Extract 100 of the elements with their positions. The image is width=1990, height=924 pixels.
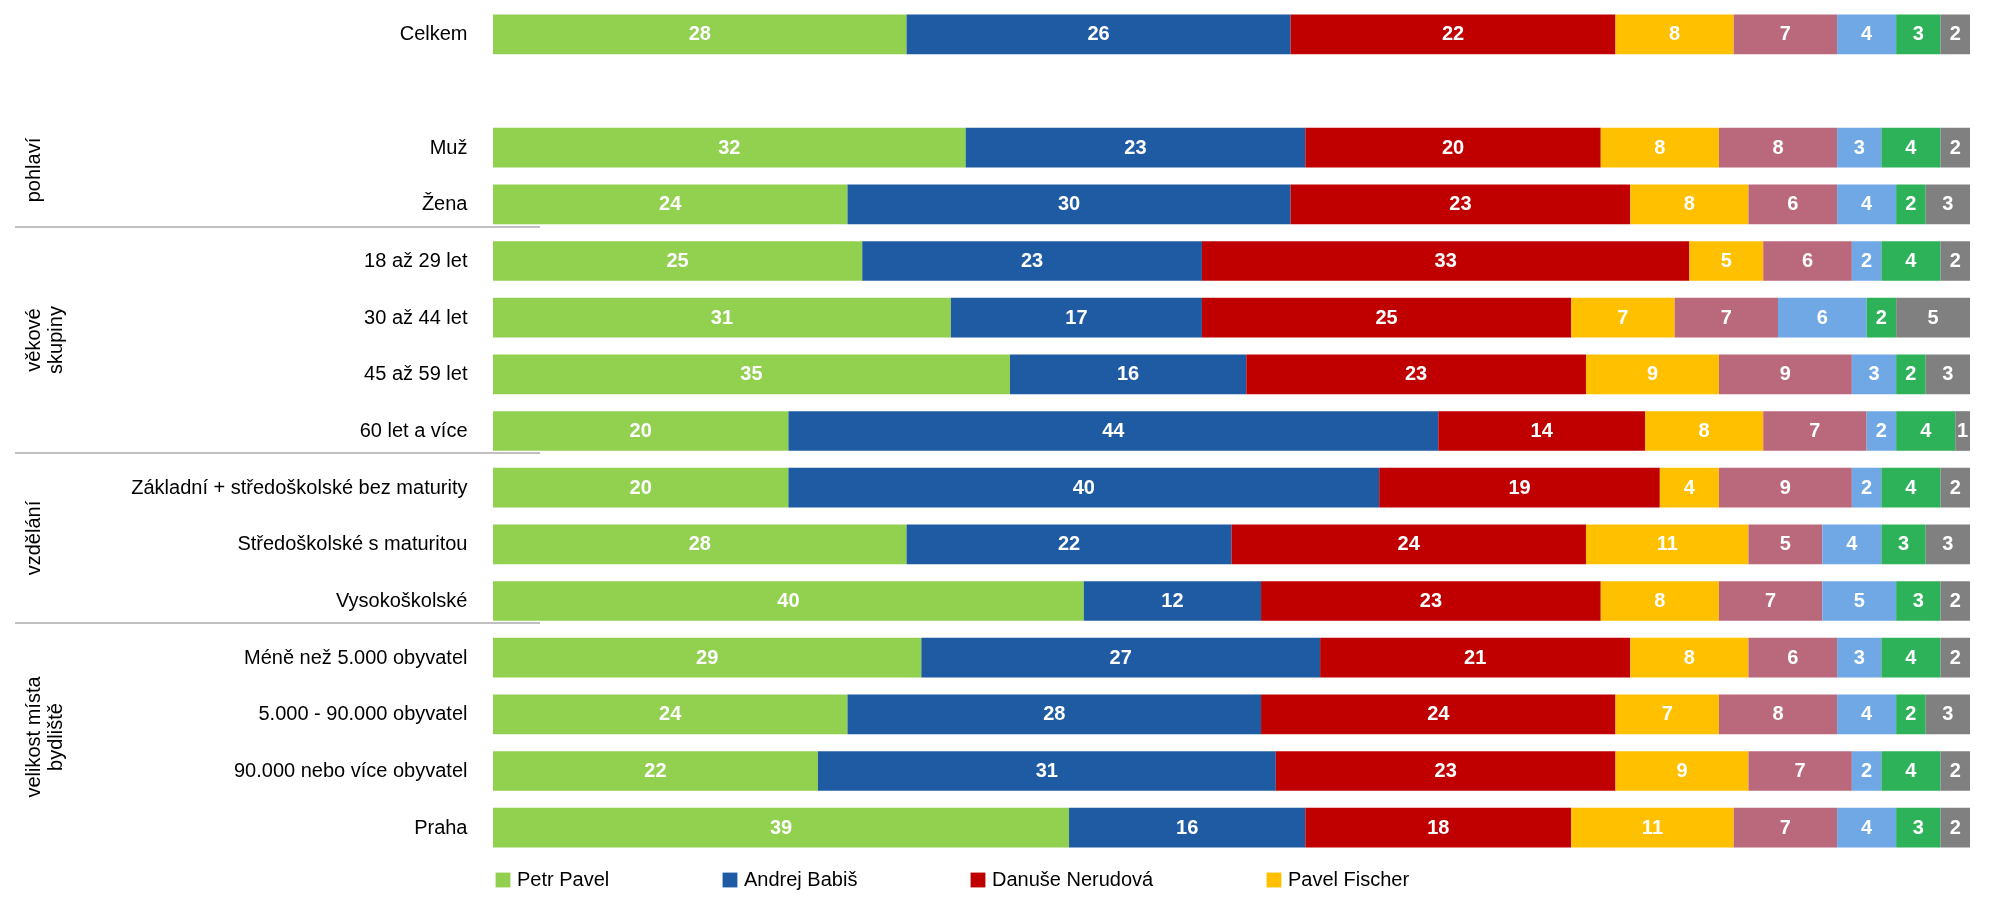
bar bbox=[1645, 411, 1764, 451]
bar bbox=[1896, 411, 1956, 451]
data-label: 4 bbox=[1861, 192, 1874, 215]
bar bbox=[1896, 694, 1926, 735]
bar bbox=[1851, 354, 1897, 395]
bar bbox=[788, 467, 1380, 508]
legend-label: Danuše Nerudová bbox=[992, 868, 1155, 890]
bar bbox=[950, 297, 1202, 338]
bar bbox=[1851, 467, 1882, 508]
data-label: 4 bbox=[1861, 22, 1874, 45]
data-label: 21 bbox=[1464, 645, 1487, 668]
data-label: 8 bbox=[1654, 135, 1666, 158]
bar bbox=[493, 354, 1010, 395]
bar bbox=[1896, 297, 1970, 338]
y-tick-label: 90.000 nebo více obyvatel bbox=[233, 759, 468, 781]
bar bbox=[1733, 14, 1838, 55]
y-tick-label: 45 až 59 let bbox=[364, 362, 468, 385]
data-label: 6 bbox=[1816, 305, 1828, 328]
bar bbox=[1231, 524, 1586, 565]
data-label: 2 bbox=[1861, 759, 1873, 781]
bar bbox=[1275, 751, 1616, 791]
bar bbox=[1585, 524, 1749, 565]
bar bbox=[1940, 581, 1970, 621]
data-label: 4 bbox=[1861, 815, 1874, 838]
text: pohlaví bbox=[21, 137, 44, 203]
data-label: 7 bbox=[1617, 305, 1629, 328]
data-label: 28 bbox=[688, 22, 711, 45]
data-label: 5 bbox=[1720, 249, 1732, 271]
data-label: 22 bbox=[644, 759, 667, 781]
bar bbox=[493, 241, 863, 281]
bar bbox=[1851, 751, 1882, 791]
data-label: 3 bbox=[1942, 702, 1954, 725]
bar bbox=[1201, 241, 1690, 281]
data-label: 28 bbox=[688, 532, 711, 555]
bar bbox=[817, 751, 1276, 791]
data-label: 6 bbox=[1801, 249, 1814, 271]
data-label: 31 bbox=[1035, 759, 1058, 781]
bar bbox=[1866, 297, 1897, 338]
data-label: 2 bbox=[1949, 815, 1961, 838]
data-label: 2 bbox=[1861, 475, 1873, 498]
bar bbox=[1896, 807, 1941, 848]
data-label: 25 bbox=[1375, 305, 1398, 328]
bar bbox=[1261, 694, 1616, 735]
bar bbox=[1940, 14, 1970, 55]
bar bbox=[1615, 751, 1749, 791]
data-label: 4 bbox=[1920, 419, 1933, 441]
data-label: 40 bbox=[777, 589, 800, 611]
bar bbox=[1940, 241, 1970, 281]
bar bbox=[1925, 354, 1970, 395]
data-label: 3 bbox=[1912, 589, 1924, 611]
data-label: 39 bbox=[769, 815, 793, 838]
data-label: 2 bbox=[1905, 702, 1917, 725]
bar bbox=[1881, 751, 1941, 791]
data-label: 8 bbox=[1683, 645, 1695, 668]
bar bbox=[1866, 411, 1897, 451]
bar bbox=[1615, 694, 1719, 735]
data-label: 24 bbox=[1397, 532, 1421, 555]
bar bbox=[906, 14, 1291, 55]
data-label: 24 bbox=[659, 702, 683, 725]
data-label: 7 bbox=[1661, 702, 1673, 725]
bar bbox=[1571, 297, 1675, 338]
data-label: 2 bbox=[1949, 135, 1961, 158]
data-label: 35 bbox=[740, 362, 763, 385]
bar bbox=[493, 411, 789, 451]
data-label: 32 bbox=[718, 135, 741, 158]
data-label: 2 bbox=[1875, 419, 1887, 441]
data-label: 8 bbox=[1669, 22, 1681, 45]
data-label: 3 bbox=[1942, 532, 1954, 555]
y-tick-label: 30 až 44 let bbox=[364, 305, 468, 328]
y-tick-label: 18 až 29 let bbox=[364, 249, 468, 271]
data-label: 3 bbox=[1942, 192, 1954, 215]
data-label: 3 bbox=[1868, 362, 1880, 385]
text: vzdělání bbox=[21, 501, 44, 576]
data-label: 2 bbox=[1949, 645, 1961, 668]
data-label: 23 bbox=[1405, 362, 1428, 385]
bar bbox=[1261, 581, 1601, 621]
bar bbox=[1009, 354, 1247, 395]
data-label: 7 bbox=[1809, 419, 1821, 441]
y-tick-label: Muž bbox=[429, 135, 468, 158]
bar bbox=[1881, 524, 1926, 565]
data-label: 12 bbox=[1161, 589, 1184, 611]
bar bbox=[1940, 751, 1970, 791]
bar bbox=[1748, 637, 1838, 678]
y-tick-label: Základní + středoškolské bez maturity bbox=[131, 475, 468, 498]
y-tick-label: Žena bbox=[421, 192, 469, 215]
bar bbox=[1674, 297, 1778, 338]
data-label: 24 bbox=[1427, 702, 1451, 725]
data-label: 23 bbox=[1020, 249, 1044, 271]
bar bbox=[1837, 694, 1897, 735]
text: velikost místa bydliště bbox=[22, 675, 66, 800]
y-tick-label: Středoškolské s maturitou bbox=[237, 532, 468, 555]
data-label: 4 bbox=[1905, 759, 1918, 781]
bar bbox=[493, 694, 848, 735]
bar bbox=[1600, 127, 1719, 168]
data-label: 7 bbox=[1765, 589, 1777, 611]
data-label: 17 bbox=[1065, 305, 1088, 328]
data-label: 4 bbox=[1905, 645, 1918, 668]
bar bbox=[1837, 637, 1882, 678]
data-label: 28 bbox=[1043, 702, 1066, 725]
bar bbox=[493, 524, 907, 565]
